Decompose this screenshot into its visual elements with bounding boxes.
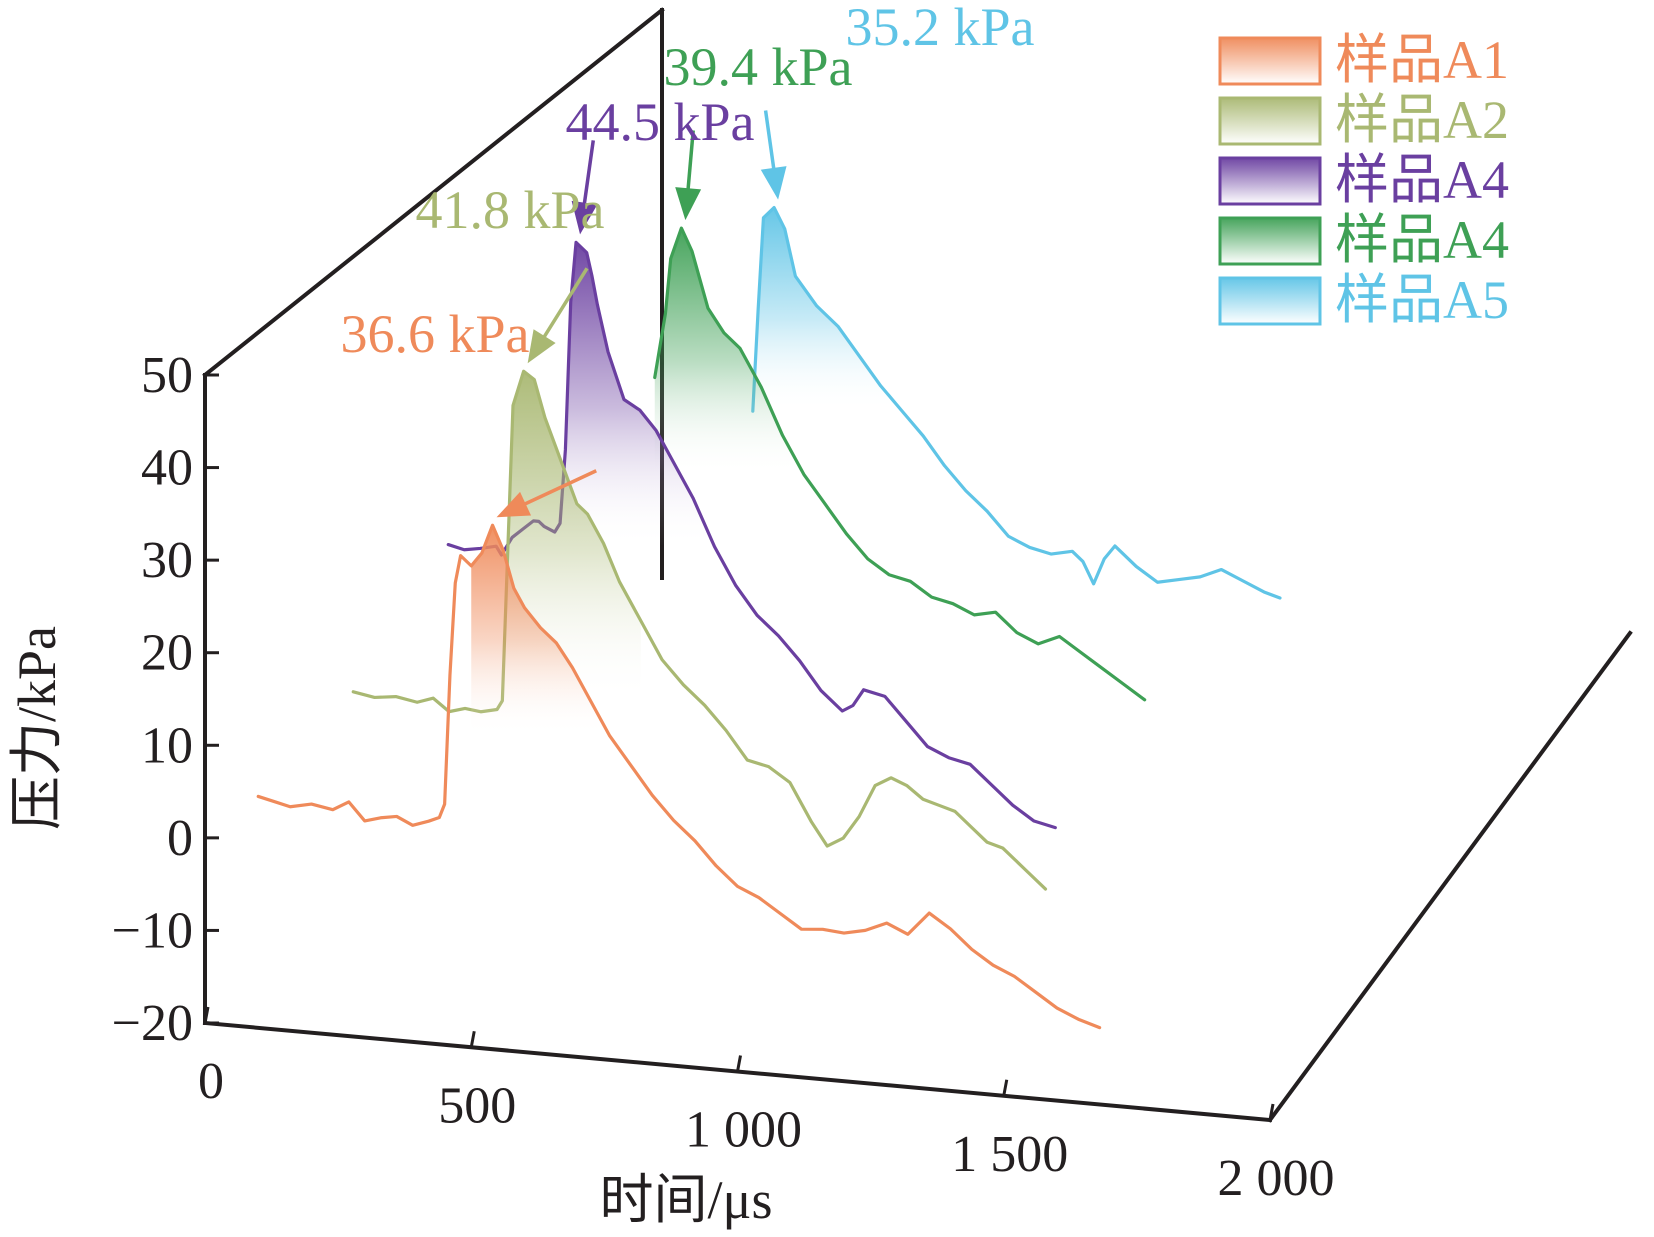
series-1-line (256, 523, 1102, 1030)
legend-item: 样品A4 (1218, 150, 1509, 210)
x-tick-label: 2 000 (1218, 1150, 1335, 1207)
y-tick-label: −20 (112, 995, 193, 1052)
y-tick-label: 30 (141, 532, 193, 589)
peak-arrow-4 (675, 130, 702, 221)
legend-item: 样品A2 (1218, 90, 1509, 150)
series-2-peak-area (502, 371, 641, 701)
x-tick-label: 500 (438, 1077, 516, 1134)
peak-arrow-2 (527, 267, 589, 364)
x-axis-label: 时间/μs (600, 1170, 773, 1230)
peak-value-label-3: 44.5 kPa (566, 92, 755, 152)
x-tick-mark (1268, 1103, 1275, 1121)
y-tick-label: 20 (141, 625, 193, 682)
peak-arrow-3 (571, 140, 598, 235)
y-tick-label: 50 (141, 347, 193, 404)
legend-label: 样品A2 (1335, 90, 1509, 150)
x-tick-mark (736, 1055, 742, 1072)
peak-value-label-1: 36.6 kPa (341, 304, 530, 364)
y-tick-label: 40 (141, 440, 193, 497)
legend-label: 样品A5 (1335, 270, 1509, 330)
peak-arrow-1 (496, 469, 597, 518)
legend-item: 样品A5 (1218, 270, 1509, 330)
series-1-peak-area (471, 525, 610, 736)
x-tick-label: 1 500 (951, 1126, 1068, 1183)
series-4 (653, 226, 1147, 702)
peak-value-label-5: 35.2 kPa (846, 0, 1035, 57)
series-1 (256, 523, 1102, 1030)
legend-swatch (1218, 96, 1322, 146)
legend-label: 样品A1 (1335, 30, 1509, 90)
peak-value-label-2: 41.8 kPa (416, 180, 605, 240)
y-tick-label: 0 (167, 810, 193, 867)
series-5 (751, 205, 1282, 600)
peak-arrow-5 (760, 110, 787, 200)
y-tick-label: 10 (141, 717, 193, 774)
x-tick-mark (1002, 1079, 1009, 1097)
legend-swatch (1218, 276, 1322, 326)
legend-label: 样品A4 (1335, 210, 1509, 270)
series-4-peak-area (654, 228, 804, 475)
series-5-peak-area (752, 207, 902, 412)
y-tick-label: −10 (112, 902, 193, 959)
series-4-line (653, 226, 1147, 702)
series-5-line (751, 205, 1282, 600)
x-tick-label: 1 000 (685, 1102, 802, 1159)
right-depth-edge (1267, 630, 1633, 1123)
series-layer (256, 205, 1282, 1030)
x-tick-mark (469, 1030, 476, 1048)
peak-value-label-4: 39.4 kPa (664, 37, 853, 97)
y-axis-label: 压力/kPa (7, 626, 67, 830)
legend-item: 样品A4 (1218, 210, 1509, 270)
legend-swatch (1218, 216, 1322, 266)
legend-swatch (1218, 36, 1322, 86)
legend-label: 样品A4 (1335, 150, 1509, 210)
x-tick-label: 0 (198, 1053, 224, 1110)
top-depth-edge (202, 7, 665, 378)
legend-swatch (1218, 156, 1322, 206)
legend-item: 样品A1 (1218, 30, 1509, 90)
x-tick-mark (203, 1006, 210, 1024)
